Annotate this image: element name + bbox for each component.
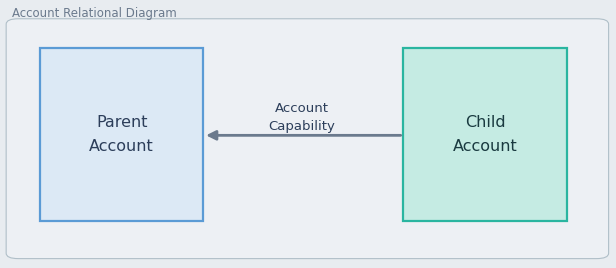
- Text: Child
Account: Child Account: [453, 116, 517, 154]
- Text: Account Relational Diagram: Account Relational Diagram: [12, 7, 177, 20]
- FancyBboxPatch shape: [6, 19, 609, 259]
- Text: Parent
Account: Parent Account: [89, 116, 154, 154]
- Bar: [40, 48, 203, 221]
- Bar: [403, 48, 567, 221]
- Text: Account
Capability: Account Capability: [269, 102, 335, 133]
